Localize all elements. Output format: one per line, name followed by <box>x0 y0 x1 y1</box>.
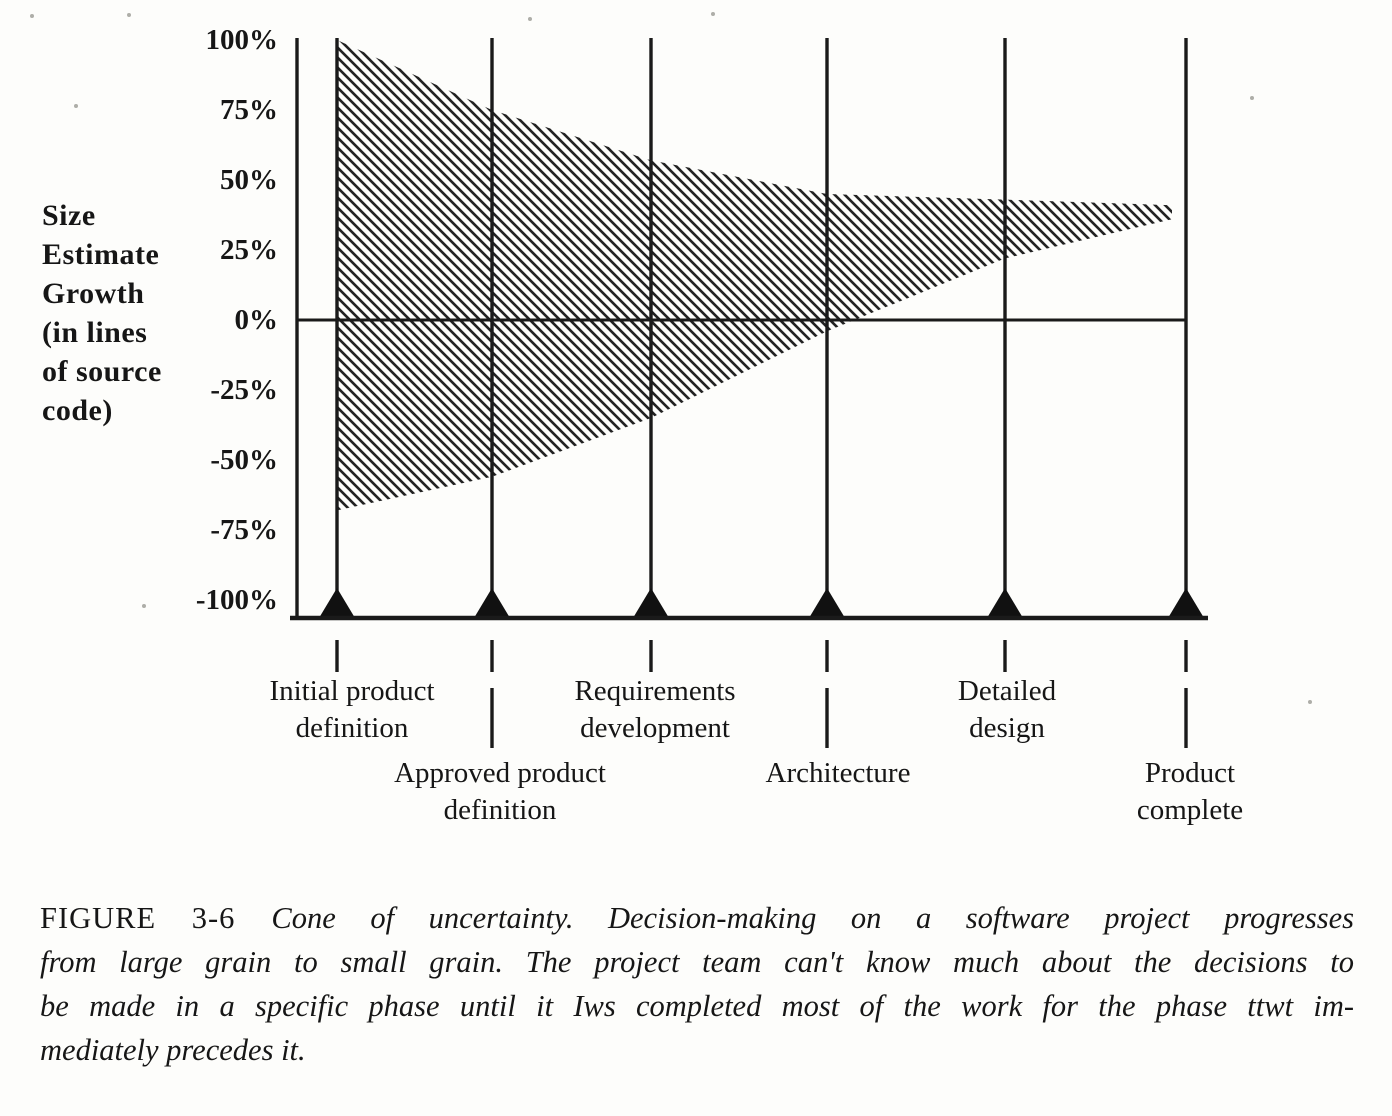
milestone-label-line: development <box>580 712 730 744</box>
caption-text: Cone of uncertainty. Decision-making on … <box>271 901 1354 935</box>
milestone-label-line: definition <box>295 712 409 744</box>
uncertainty-cone-area <box>337 40 1172 511</box>
milestone-label-line: Approved product <box>394 757 606 789</box>
caption-line: from large grain to small grain. The pro… <box>40 945 1354 979</box>
scan-speckle <box>711 12 715 16</box>
y-tick-label: 25% <box>220 234 278 266</box>
y-axis-title: Size Estimate Growth (in lines of source… <box>42 196 162 430</box>
scan-speckle <box>30 14 34 18</box>
caption-line: mediately precedes it. <box>40 1033 306 1067</box>
milestone-label-line: complete <box>1136 794 1244 826</box>
y-tick-label: 50% <box>220 164 278 196</box>
scan-speckle <box>142 604 146 608</box>
figure-caption: FIGURE 3-6 Cone of uncertainty. Decision-… <box>40 896 1354 1072</box>
y-tick-label: 100% <box>205 24 279 56</box>
y-tick-label: -75% <box>210 514 278 546</box>
milestone-label-product-complete: Product complete <box>1137 755 1243 829</box>
scan-speckle <box>1250 96 1254 100</box>
y-axis-title-line: Size <box>42 199 96 232</box>
scan-speckle <box>127 13 131 17</box>
milestone-label-line: design <box>969 712 1045 744</box>
scan-speckle <box>1308 700 1312 704</box>
y-axis-title-line: Estimate <box>42 238 160 271</box>
milestone-label-line: Architecture <box>765 757 911 789</box>
y-axis-title-line: Growth <box>42 277 145 310</box>
milestone-label-requirements-development: Requirements development <box>574 673 735 747</box>
milestone-label-line: Requirements <box>574 675 736 707</box>
y-axis-title-line: code) <box>42 394 113 427</box>
y-axis-title-line: (in lines <box>42 316 148 349</box>
y-tick-label: 75% <box>220 94 278 126</box>
milestone-label-line: definition <box>443 794 557 826</box>
caption-line: FIGURE 3-6 Cone of uncertainty. Decision-… <box>40 896 1354 940</box>
y-tick-label: -100% <box>195 584 278 616</box>
milestone-label-detailed-design: Detailed design <box>958 673 1056 747</box>
milestone-label-architecture: Architecture <box>766 755 911 792</box>
milestone-label-line: Initial product <box>269 675 435 707</box>
milestone-marker-triangle <box>987 588 1023 618</box>
milestone-marker-triangle <box>633 588 669 618</box>
scan-speckle <box>528 17 532 21</box>
milestone-marker-triangle <box>474 588 510 618</box>
milestone-marker-triangle <box>1168 588 1204 618</box>
milestone-marker-triangle <box>319 588 355 618</box>
y-tick-label: 0% <box>234 304 279 336</box>
milestone-label-line: Detailed <box>957 675 1057 707</box>
milestone-label-approved-product-definition: Approved product definition <box>394 755 606 829</box>
y-tick-label: -25% <box>210 374 278 406</box>
milestone-marker-triangle <box>809 588 845 618</box>
y-axis-title-line: of source <box>42 355 162 388</box>
milestone-label-initial-product-definition: Initial product definition <box>269 673 434 747</box>
cone-chart-svg <box>290 38 1208 748</box>
figure-number-label: FIGURE 3-6 <box>40 901 236 935</box>
y-tick-label: -50% <box>210 444 278 476</box>
caption-line: be made in a specific phase until it Iws… <box>40 989 1354 1023</box>
milestone-label-line: Product <box>1144 757 1236 789</box>
scan-speckle <box>74 104 78 108</box>
